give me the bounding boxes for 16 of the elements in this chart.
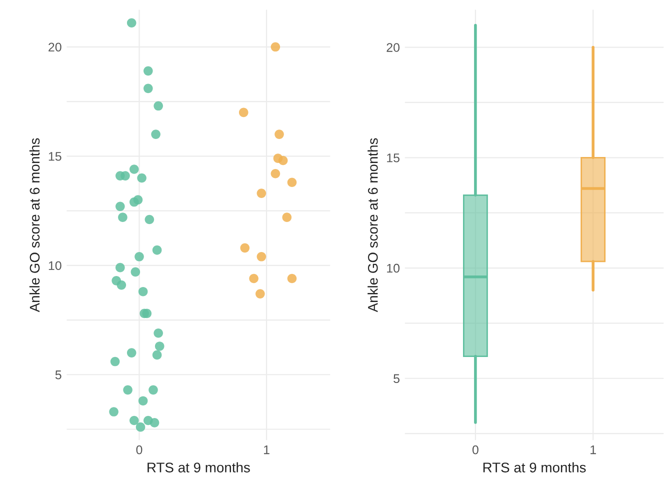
y-tick-label: 20 <box>386 43 400 52</box>
x-tick-label: 1 <box>590 445 596 454</box>
x-tick-label: 0 <box>136 445 142 454</box>
y-tick-label: 10 <box>48 261 62 270</box>
y-axis-title: Ankle GO score at 6 months <box>368 138 378 312</box>
y-tick-label: 10 <box>387 264 400 273</box>
y-tick-label: 5 <box>55 370 62 380</box>
x-tick-label: 1 <box>264 445 270 454</box>
x-tick-label: 0 <box>472 445 478 454</box>
y-tick-label: 15 <box>387 154 400 162</box>
y-axis-title: Ankle GO score at 6 months <box>29 138 40 312</box>
y-tick-label: 20 <box>48 42 62 52</box>
y-tick-label: 5 <box>394 374 400 384</box>
x-axis-title: RTS at 9 months <box>483 462 586 472</box>
y-tick-label: 15 <box>48 152 62 161</box>
x-axis-title: RTS at 9 months <box>148 462 250 472</box>
